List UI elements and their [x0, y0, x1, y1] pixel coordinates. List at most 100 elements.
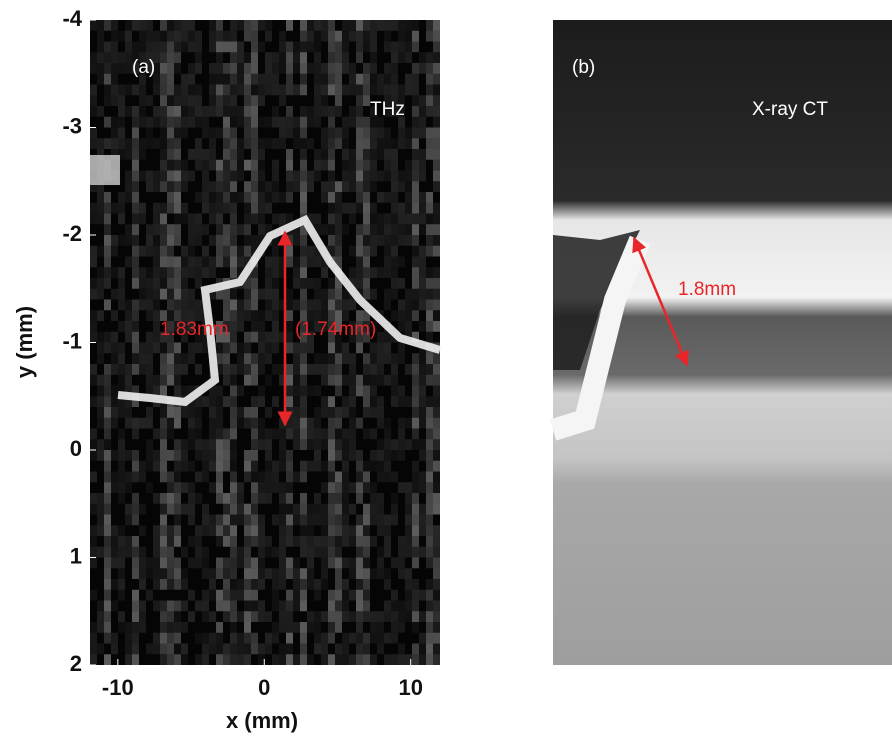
image-texture — [104, 213, 111, 225]
image-texture — [314, 632, 321, 644]
image-texture — [314, 159, 321, 171]
image-texture — [104, 202, 111, 214]
image-texture — [377, 116, 384, 128]
image-texture — [426, 471, 433, 483]
image-texture — [132, 267, 139, 278]
image-texture — [342, 159, 349, 171]
image-texture — [391, 202, 398, 214]
image-texture — [160, 407, 167, 418]
image-texture — [412, 84, 419, 96]
image-texture — [244, 622, 251, 633]
image-texture — [90, 654, 97, 665]
image-texture — [146, 20, 153, 31]
image-texture — [216, 632, 223, 644]
image-texture — [244, 116, 251, 128]
image-texture — [342, 149, 349, 160]
image-texture — [314, 622, 321, 633]
image-texture — [188, 73, 195, 85]
image-texture — [132, 278, 139, 289]
image-texture — [160, 202, 167, 214]
image-texture — [209, 213, 216, 225]
image-texture — [97, 546, 104, 558]
image-texture — [244, 536, 251, 547]
image-texture — [111, 202, 118, 214]
image-texture — [251, 331, 258, 343]
image-texture — [160, 170, 167, 182]
image-texture — [384, 267, 391, 278]
image-texture — [104, 192, 111, 203]
image-texture — [125, 536, 132, 547]
image-texture — [307, 245, 314, 257]
image-texture — [293, 557, 300, 569]
image-texture — [363, 310, 370, 321]
image-texture — [419, 106, 426, 117]
image-texture — [244, 342, 251, 354]
image-texture — [265, 30, 272, 42]
image-texture — [391, 557, 398, 569]
image-texture — [104, 138, 111, 149]
image-texture — [188, 353, 195, 364]
image-texture — [272, 654, 279, 665]
image-texture — [398, 116, 405, 128]
image-texture — [335, 374, 342, 386]
image-texture — [265, 546, 272, 558]
image-texture — [391, 364, 398, 375]
image-texture — [237, 643, 244, 655]
image-texture — [174, 600, 181, 612]
image-texture — [279, 546, 286, 558]
image-texture — [391, 396, 398, 407]
image-texture — [412, 546, 419, 558]
image-texture — [321, 299, 328, 311]
image-texture — [363, 546, 370, 558]
image-texture — [286, 471, 293, 483]
image-texture — [97, 353, 104, 364]
image-texture — [377, 417, 384, 429]
image-texture — [97, 267, 104, 278]
image-texture — [356, 331, 363, 343]
image-texture — [146, 52, 153, 63]
image-texture — [167, 503, 174, 515]
image-texture — [104, 20, 111, 31]
image-texture — [384, 73, 391, 85]
image-texture — [342, 310, 349, 321]
image-texture — [286, 482, 293, 493]
image-texture — [167, 95, 174, 106]
image-texture — [97, 622, 104, 633]
image-texture — [160, 181, 167, 192]
image-texture — [202, 192, 209, 203]
image-texture — [146, 170, 153, 182]
image-texture — [433, 471, 440, 483]
image-texture — [412, 374, 419, 386]
image-texture — [195, 52, 202, 63]
image-texture — [209, 235, 216, 246]
image-texture — [146, 127, 153, 139]
image-texture — [412, 557, 419, 569]
image-texture — [356, 41, 363, 53]
image-texture — [195, 557, 202, 569]
image-texture — [349, 106, 356, 117]
image-texture — [125, 407, 132, 418]
image-texture — [174, 224, 181, 235]
image-texture — [265, 611, 272, 622]
image-texture — [412, 525, 419, 536]
image-texture — [293, 299, 300, 311]
image-texture — [132, 127, 139, 139]
image-texture — [118, 213, 125, 225]
image-texture — [160, 95, 167, 106]
image-texture — [335, 471, 342, 483]
image-texture — [139, 213, 146, 225]
image-texture — [237, 149, 244, 160]
image-texture — [125, 30, 132, 42]
image-texture — [111, 482, 118, 493]
image-texture — [321, 374, 328, 386]
image-texture — [335, 299, 342, 311]
image-texture — [104, 84, 111, 96]
image-texture — [272, 84, 279, 96]
image-texture — [160, 428, 167, 440]
image-texture — [160, 557, 167, 569]
image-texture — [230, 611, 237, 622]
image-texture — [230, 256, 237, 268]
image-texture — [237, 245, 244, 257]
image-texture — [258, 84, 265, 96]
image-texture — [363, 30, 370, 42]
